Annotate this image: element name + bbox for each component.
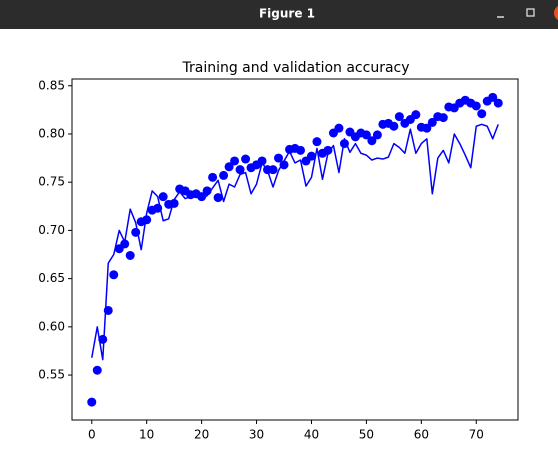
train-point xyxy=(372,130,382,140)
chart-title: Training and validation accuracy xyxy=(181,60,409,76)
x-tick-label: 20 xyxy=(194,428,209,442)
y-tick-label: 0.85 xyxy=(38,78,65,92)
x-tick-label: 0 xyxy=(88,428,96,442)
train-point xyxy=(323,145,333,155)
train-point xyxy=(125,250,135,260)
x-tick-label: 70 xyxy=(469,428,484,442)
train-point xyxy=(367,136,377,146)
y-tick-label: 0.65 xyxy=(38,271,65,285)
train-point xyxy=(87,397,97,407)
train-point xyxy=(219,170,229,180)
train-point xyxy=(268,165,278,175)
title-bar xyxy=(0,0,558,29)
train-point xyxy=(477,109,487,119)
train-point xyxy=(334,123,344,133)
y-tick-label: 0.60 xyxy=(38,319,65,333)
maximize-button[interactable] xyxy=(526,8,535,17)
plot-frame xyxy=(71,78,519,421)
train-point xyxy=(241,154,251,164)
train-point xyxy=(389,121,399,131)
close-button[interactable] xyxy=(554,5,558,21)
x-tick-label: 40 xyxy=(304,428,319,442)
train-point xyxy=(312,137,322,147)
train-point xyxy=(257,156,267,166)
train-point xyxy=(98,334,108,344)
train-point xyxy=(274,153,284,163)
train-point xyxy=(208,172,218,182)
train-point xyxy=(279,160,289,170)
train-point xyxy=(230,156,240,166)
train-point xyxy=(120,239,130,249)
y-tick-label: 0.80 xyxy=(38,126,65,140)
train-point xyxy=(471,101,481,111)
window-title: Figure 1 xyxy=(259,7,315,21)
x-tick-label: 10 xyxy=(139,428,154,442)
train-point xyxy=(235,165,245,175)
train-point xyxy=(306,151,316,161)
x-tick-label: 30 xyxy=(249,428,264,442)
train-point xyxy=(411,110,421,120)
train-point xyxy=(213,193,223,203)
x-tick-label: 50 xyxy=(359,428,374,442)
train-point xyxy=(394,112,404,122)
train-point xyxy=(488,92,498,102)
validation-line xyxy=(91,123,499,361)
train-point xyxy=(427,117,437,127)
train-point xyxy=(438,113,448,123)
train-point xyxy=(422,123,432,133)
train-point xyxy=(197,192,207,202)
y-tick-label: 0.75 xyxy=(38,175,65,189)
train-point xyxy=(158,192,168,202)
train-point xyxy=(493,98,503,108)
train-point xyxy=(109,270,119,280)
y-tick-label: 0.55 xyxy=(38,368,65,382)
train-point xyxy=(224,162,234,172)
train-point xyxy=(92,365,102,375)
train-point xyxy=(295,145,305,155)
train-point xyxy=(142,215,152,225)
y-tick-label: 0.70 xyxy=(38,223,65,237)
train-point xyxy=(361,130,371,140)
x-tick-label: 60 xyxy=(414,428,429,442)
